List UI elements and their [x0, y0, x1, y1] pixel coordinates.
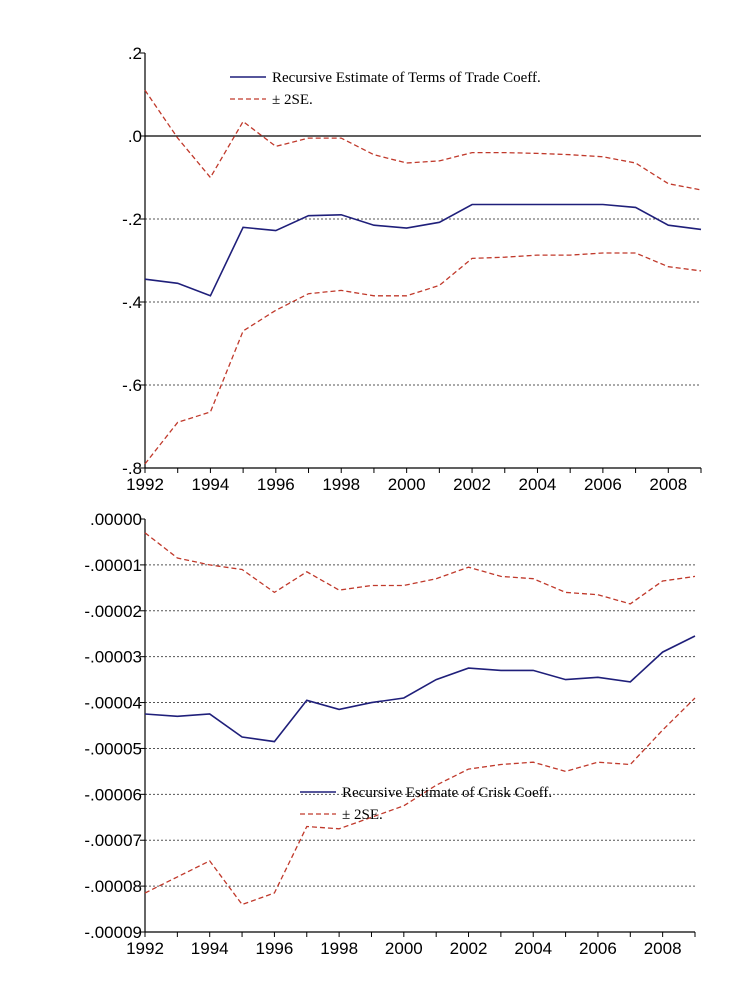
x-tick-label: 2006	[584, 475, 622, 494]
x-tick-label: 1998	[322, 475, 360, 494]
x-tick-label: 1998	[320, 939, 358, 958]
series-line-1	[144, 635, 696, 743]
series-line-3	[144, 252, 702, 465]
series-line-2	[144, 89, 702, 191]
legend-label: ± 2SE.	[272, 92, 313, 108]
y-tick-label: -.00007	[84, 831, 142, 850]
y-tick-label: -.2	[122, 210, 142, 229]
series-line-1	[144, 203, 702, 297]
x-tick-label: 1996	[255, 939, 293, 958]
y-tick-label: -.00001	[84, 556, 142, 575]
series-line-2	[144, 532, 696, 605]
legend-label: ± 2SE.	[342, 807, 383, 823]
x-tick-label: 2002	[453, 475, 491, 494]
y-tick-label: -.00002	[84, 602, 142, 621]
x-tick-label: 1994	[191, 939, 229, 958]
x-tick-label: 2008	[649, 475, 687, 494]
y-tick-label: -.00009	[84, 923, 142, 942]
y-tick-label: .00000	[90, 510, 142, 529]
x-tick-label: 2002	[450, 939, 488, 958]
y-tick-label: -.00006	[84, 785, 142, 804]
y-tick-label: -.00008	[84, 877, 142, 896]
x-tick-label: 2004	[514, 939, 552, 958]
x-tick-label: 1992	[126, 475, 164, 494]
legend-label: Recursive Estimate of Terms of Trade Coe…	[272, 70, 541, 86]
y-tick-label: .2	[128, 44, 142, 63]
y-tick-label: .0	[128, 127, 142, 146]
x-tick-label: 2000	[385, 939, 423, 958]
x-tick-label: 1996	[257, 475, 295, 494]
y-tick-label: -.6	[122, 376, 142, 395]
x-tick-label: 1994	[191, 475, 229, 494]
chart-panel-2: .00000 -.00001 -.00002 -.00003 -.00004 -.0000…	[84, 510, 696, 958]
x-tick-label: 2004	[519, 475, 557, 494]
y-tick-label: -.8	[122, 459, 142, 478]
x-tick-label: 2000	[388, 475, 426, 494]
y-tick-label: -.00004	[84, 694, 142, 713]
y-tick-label: -.00005	[84, 739, 142, 758]
legend-label: Recursive Estimate of Crisk Coeff.	[342, 785, 552, 801]
x-tick-label: 1992	[126, 939, 164, 958]
series-line-3	[144, 697, 696, 906]
y-tick-label: -.00003	[84, 648, 142, 667]
y-tick-label: -.4	[122, 293, 142, 312]
x-tick-label: 2008	[644, 939, 682, 958]
x-tick-label: 2006	[579, 939, 617, 958]
